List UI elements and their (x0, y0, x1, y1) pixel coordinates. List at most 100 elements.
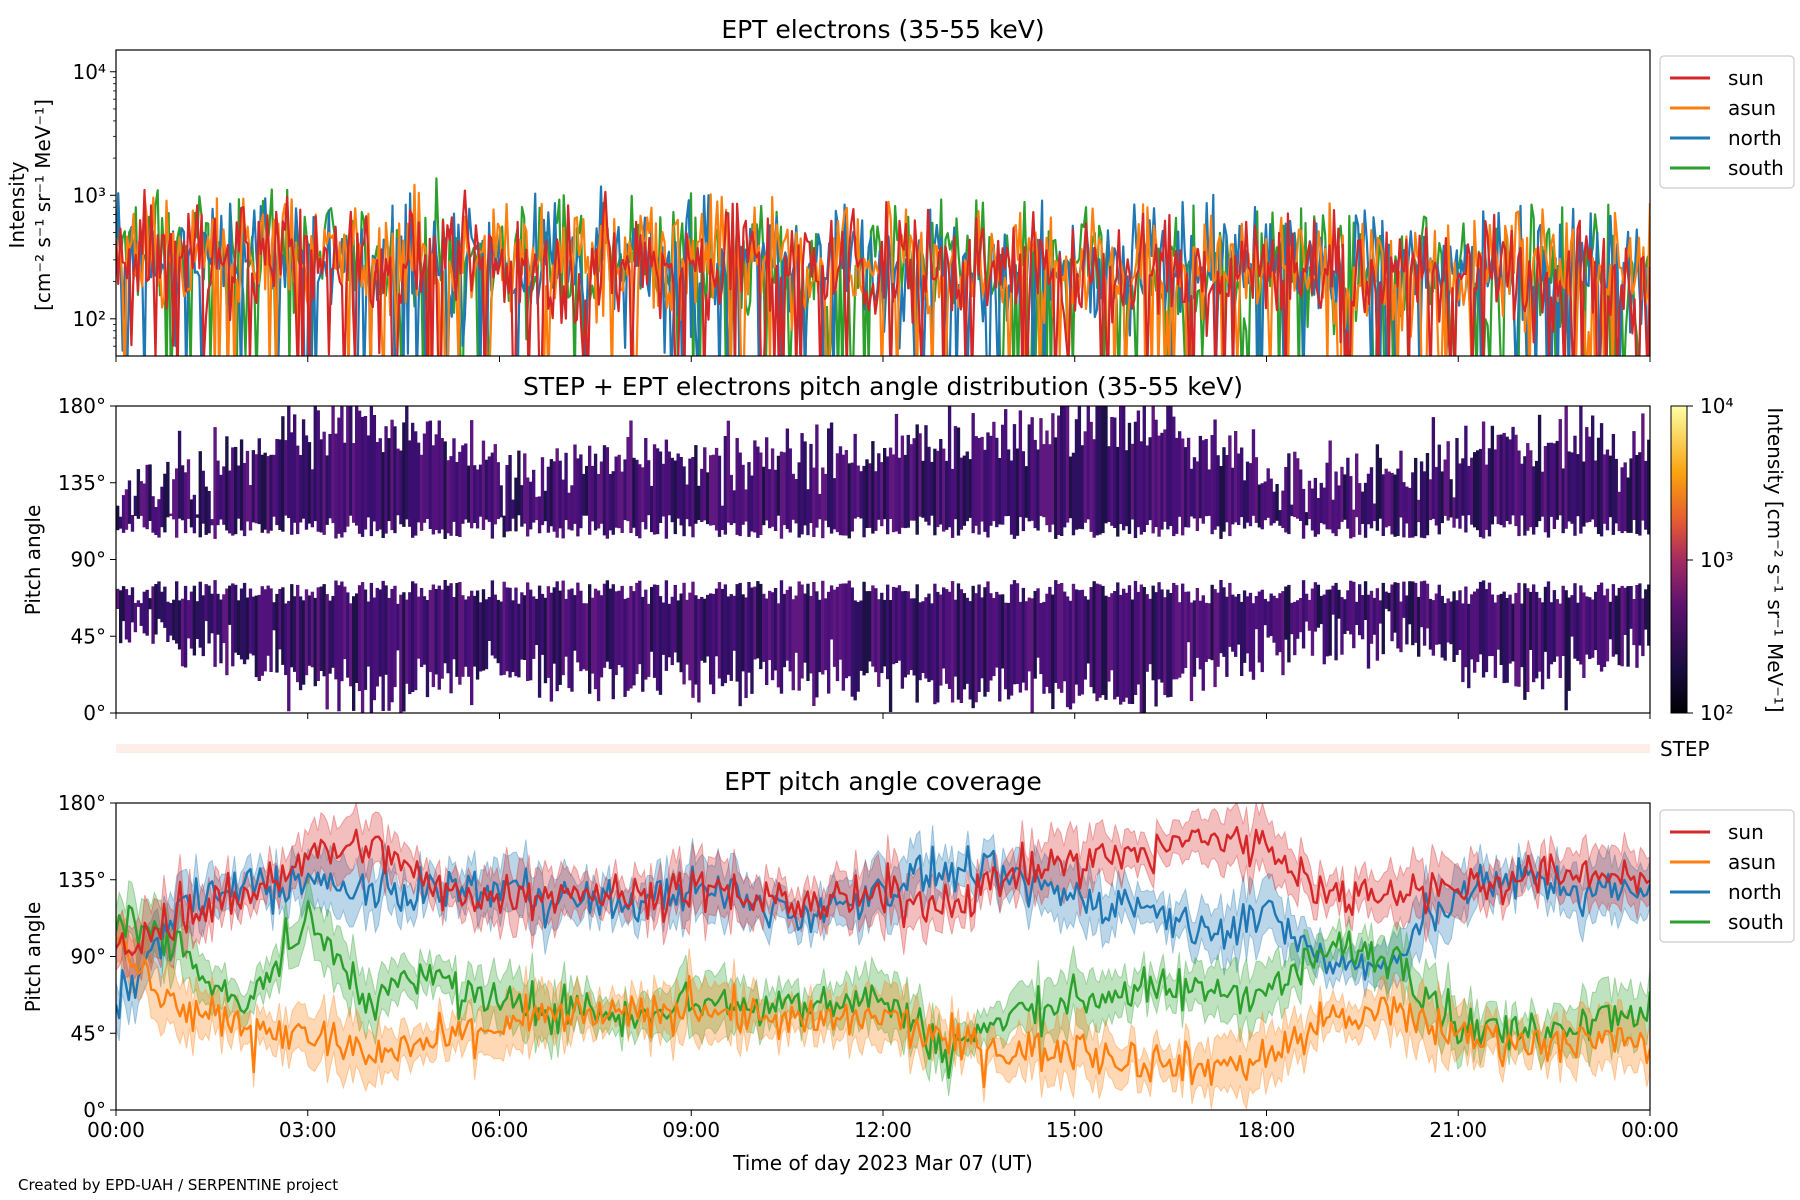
pad-cell (411, 581, 415, 692)
pad-cell (414, 431, 418, 536)
pad-cell (1343, 474, 1347, 520)
pad-cell (1363, 482, 1368, 538)
pad-cell (894, 413, 899, 532)
pad-cell (629, 420, 633, 533)
pad-cell (1526, 443, 1530, 531)
pad-cell (1470, 594, 1474, 660)
pad-cell (1375, 588, 1380, 661)
pad-cell (1248, 592, 1253, 672)
pad-cell (316, 410, 320, 532)
pad-cell (992, 421, 996, 522)
y-tick-label: 180° (58, 791, 106, 815)
pad-cell (947, 406, 952, 528)
pad-cell (1570, 595, 1574, 637)
pad-cell (1183, 591, 1188, 668)
pad-cell (700, 468, 704, 522)
pad-cell (1172, 582, 1176, 680)
pad-cell (1009, 584, 1014, 696)
pad-cell (1537, 597, 1542, 672)
pad-cell (1555, 599, 1559, 657)
pad-cell (154, 584, 158, 635)
pad-cell (1360, 595, 1365, 640)
pad-cell (1113, 591, 1117, 700)
pad-cell (1257, 591, 1262, 663)
pad-cell (1355, 601, 1359, 625)
pad-cell (169, 603, 173, 636)
pad-cell (1080, 445, 1085, 530)
pad-cell (1151, 585, 1155, 681)
pad-cell (298, 455, 303, 523)
pad-cell (293, 596, 297, 672)
pad-cell (729, 474, 733, 525)
pad-cell (1440, 595, 1444, 658)
pad-cell (1523, 583, 1527, 700)
pad-cell (1281, 490, 1285, 528)
pad-cell (160, 486, 164, 528)
pad-cell (1617, 491, 1621, 532)
pad-cell (1313, 477, 1318, 537)
pad-cell (473, 595, 477, 667)
pad-cell (201, 595, 205, 657)
pad-cell (1384, 468, 1388, 528)
pad-cell (1561, 585, 1565, 656)
pad-cell (1431, 600, 1436, 656)
pad-cell (502, 581, 506, 675)
pad-cell (670, 596, 674, 666)
pad-cell (750, 475, 754, 532)
pad-cell (213, 580, 217, 667)
pad-cell (222, 594, 226, 644)
pad-cell (1328, 440, 1332, 530)
pad-cell (877, 599, 881, 687)
pad-cell (189, 499, 194, 528)
pad-cell (461, 445, 465, 524)
pad-cell (1417, 596, 1421, 657)
pad-cell (679, 593, 683, 673)
pad-cell (1546, 442, 1551, 538)
pad-cell (1319, 482, 1323, 524)
pad-cell (1511, 426, 1515, 516)
pad-cell (484, 459, 489, 520)
y-tick-label: 135° (58, 868, 106, 892)
pad-cell (838, 446, 843, 536)
pad-y-ticks: 0° 45° 90° 135° 180° (58, 394, 116, 725)
pad-cell (1086, 406, 1090, 520)
pad-cell (688, 458, 692, 527)
legend-label-asun: asun (1728, 96, 1776, 120)
pad-cell (1514, 592, 1518, 687)
pad-cell (405, 406, 409, 520)
pad-cell (953, 426, 958, 520)
pad-cell (832, 589, 837, 667)
pad-cell (1139, 441, 1144, 535)
pad-cell (1048, 586, 1052, 694)
y-tick-label: 180° (58, 394, 106, 418)
pad-cell (540, 593, 545, 655)
pad-cell (1434, 466, 1439, 526)
pad-cell (1151, 406, 1155, 534)
pad-cell (1116, 582, 1120, 697)
pad-cell (974, 593, 978, 703)
pad-cell (458, 451, 462, 537)
pad-cell (1399, 450, 1403, 518)
y-tick-label: 45° (71, 1021, 106, 1045)
pad-cell (1071, 583, 1076, 704)
pad-cell (1110, 593, 1114, 671)
pad-cell (688, 592, 692, 681)
pad-cell (1272, 491, 1276, 524)
pad-cell (1529, 591, 1533, 650)
pad-cell (732, 490, 736, 524)
pad-cell (765, 598, 769, 685)
pad-cell (1275, 598, 1279, 656)
pad-cell (355, 593, 359, 683)
pad-cell (912, 438, 916, 521)
pad-cell (301, 419, 306, 519)
pad-cell (809, 595, 813, 674)
pad-cell (245, 450, 250, 522)
pad-cell (543, 597, 548, 684)
pad-cell (1623, 462, 1627, 532)
pad-cell (163, 473, 167, 533)
pad-cell (582, 473, 586, 516)
pad-cell (841, 583, 846, 691)
pad-cell (1641, 413, 1645, 521)
pad-cell (1596, 437, 1601, 534)
pad-cell (1387, 592, 1391, 612)
